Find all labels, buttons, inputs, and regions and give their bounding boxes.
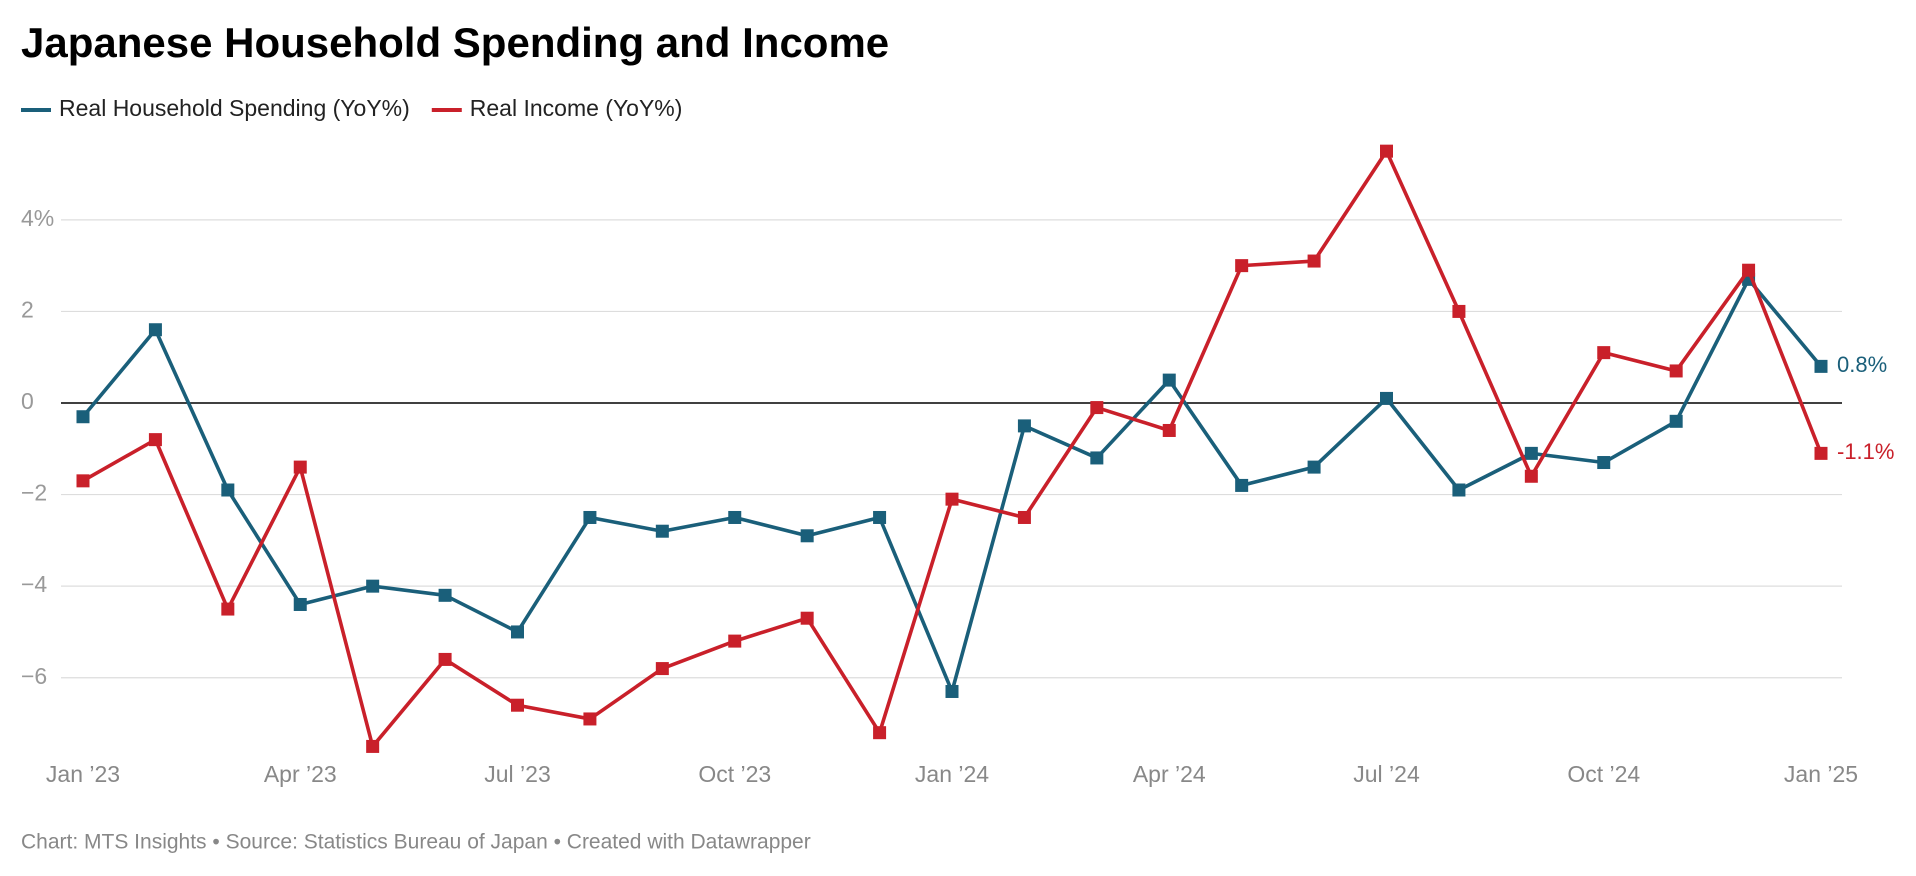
point-marker <box>1235 259 1249 273</box>
y-tick-label: 4% <box>21 205 54 231</box>
point-marker <box>1814 359 1828 373</box>
point-marker <box>1307 460 1321 474</box>
point-marker <box>1090 451 1104 465</box>
point-marker <box>76 474 90 488</box>
point-marker <box>293 597 307 611</box>
point-marker <box>1524 446 1538 460</box>
point-marker <box>583 510 597 524</box>
point-marker <box>148 433 162 447</box>
x-tick-label: Apr ’24 <box>1133 761 1206 787</box>
point-marker <box>511 625 524 639</box>
x-tick-label: Jul ’23 <box>484 761 550 787</box>
point-marker <box>1814 446 1828 460</box>
point-marker <box>1307 254 1321 268</box>
point-marker <box>945 492 959 506</box>
y-tick-label: 2 <box>21 296 34 322</box>
point-marker <box>945 684 959 698</box>
point-marker <box>1452 483 1466 497</box>
x-tick-label: Oct ’23 <box>698 761 771 787</box>
x-tick-label: Jul ’24 <box>1353 761 1420 787</box>
y-tick-label: −4 <box>21 571 47 597</box>
x-tick-label: Jan ’25 <box>1784 761 1858 787</box>
point-marker <box>655 524 669 538</box>
point-marker <box>221 483 235 497</box>
y-tick-label: −6 <box>21 663 47 689</box>
point-marker <box>1017 510 1031 524</box>
legend-label: Real Income (YoY%) <box>470 95 683 121</box>
legend-label: Real Household Spending (YoY%) <box>59 95 410 121</box>
point-marker <box>583 712 597 726</box>
point-marker <box>366 739 380 753</box>
series-line <box>82 149 1823 749</box>
point-marker <box>366 579 380 593</box>
x-tick-label: Oct ’24 <box>1567 761 1640 787</box>
y-tick-label: 0 <box>21 388 34 414</box>
point-marker <box>1669 364 1683 378</box>
x-tick-label: Apr ’23 <box>264 761 337 787</box>
point-marker <box>1380 391 1393 405</box>
point-marker <box>873 510 887 524</box>
source-note: Chart: MTS Insights • Source: Statistics… <box>21 831 811 854</box>
point-marker <box>1597 346 1611 360</box>
point-marker <box>1669 414 1683 428</box>
point-marker <box>1235 478 1249 492</box>
point-marker <box>728 634 742 648</box>
point-marker <box>1090 401 1104 415</box>
point-marker <box>1162 373 1176 387</box>
x-tick-label: Jan ’23 <box>46 761 120 787</box>
point-marker <box>1162 423 1176 437</box>
point-marker <box>1452 304 1466 318</box>
point-marker <box>76 410 90 424</box>
point-marker <box>1524 469 1538 483</box>
point-marker <box>800 529 814 543</box>
point-marker <box>438 652 452 666</box>
value-label: -1.1% <box>1837 439 1894 464</box>
value-label: 0.8% <box>1837 352 1887 377</box>
point-marker <box>800 611 814 625</box>
point-marker <box>728 510 742 524</box>
point-marker <box>873 726 887 740</box>
point-marker <box>655 662 669 676</box>
point-marker <box>1017 419 1031 433</box>
y-tick-label: −2 <box>21 480 47 506</box>
x-tick-label: Jan ’24 <box>915 761 989 787</box>
point-marker <box>1380 144 1393 158</box>
point-marker <box>1597 456 1611 470</box>
chart-title: Japanese Household Spending and Income <box>21 19 889 66</box>
point-marker <box>511 698 524 712</box>
point-marker <box>1742 263 1756 277</box>
point-marker <box>438 588 452 602</box>
point-marker <box>293 460 307 474</box>
point-marker <box>221 602 235 616</box>
point-marker <box>148 323 162 337</box>
